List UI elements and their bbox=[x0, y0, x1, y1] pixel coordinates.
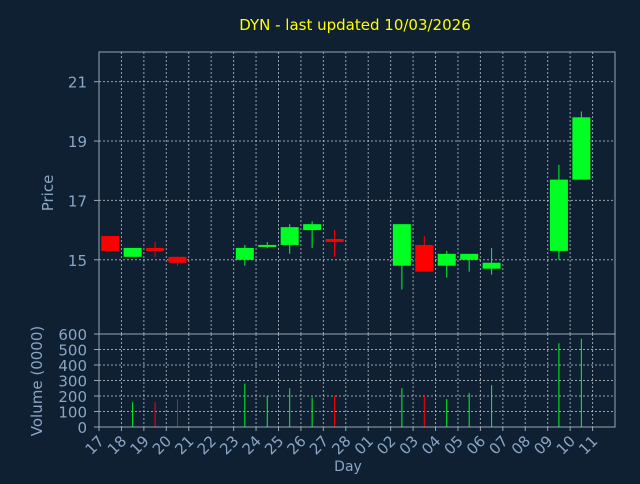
volume-tick-label: 400 bbox=[58, 357, 87, 375]
price-tick-label: 17 bbox=[68, 192, 87, 210]
volume-tick-label: 0 bbox=[77, 419, 87, 437]
volume-tick-label: 100 bbox=[58, 404, 87, 422]
price-axis-label: Price bbox=[39, 175, 57, 212]
price-panel-frame bbox=[98, 51, 616, 335]
volume-tick-label: 500 bbox=[58, 342, 87, 360]
price-tick-label: 15 bbox=[68, 252, 87, 270]
candle-body bbox=[392, 224, 411, 266]
price-grid bbox=[99, 52, 615, 334]
candle-body bbox=[482, 262, 501, 269]
price-tick-labels: 15 17 19 21 bbox=[68, 74, 99, 270]
x-axis-label: Day bbox=[334, 459, 362, 475]
x-tick-label: 11 bbox=[575, 432, 601, 458]
candle-body bbox=[549, 179, 568, 251]
candle-body bbox=[235, 247, 254, 260]
candles bbox=[101, 111, 591, 290]
volume-bars bbox=[132, 338, 582, 427]
candle-body bbox=[460, 253, 479, 260]
x-tick-labels: 1718192021222324252627280102030405060708… bbox=[82, 427, 601, 458]
candle-body bbox=[101, 236, 120, 251]
candle-body bbox=[280, 227, 299, 245]
price-tick-label: 21 bbox=[68, 74, 87, 92]
volume-tick-label: 300 bbox=[58, 373, 87, 391]
candle-body bbox=[415, 244, 434, 272]
volume-tick-label: 600 bbox=[58, 326, 87, 344]
chart-title: DYN - last updated 10/03/2026 bbox=[239, 16, 470, 34]
candle-body bbox=[572, 117, 591, 180]
candle-body bbox=[258, 244, 277, 247]
candle-body bbox=[325, 239, 344, 242]
volume-axis-label: Volume (0000) bbox=[28, 326, 46, 436]
candle-body bbox=[168, 256, 187, 263]
price-tick-label: 19 bbox=[68, 133, 87, 151]
candle-body bbox=[146, 247, 165, 251]
volume-tick-label: 200 bbox=[58, 388, 87, 406]
volume-grid bbox=[99, 333, 615, 428]
candle-body bbox=[303, 224, 322, 231]
candle-body bbox=[123, 247, 142, 257]
candle-body bbox=[437, 253, 456, 266]
